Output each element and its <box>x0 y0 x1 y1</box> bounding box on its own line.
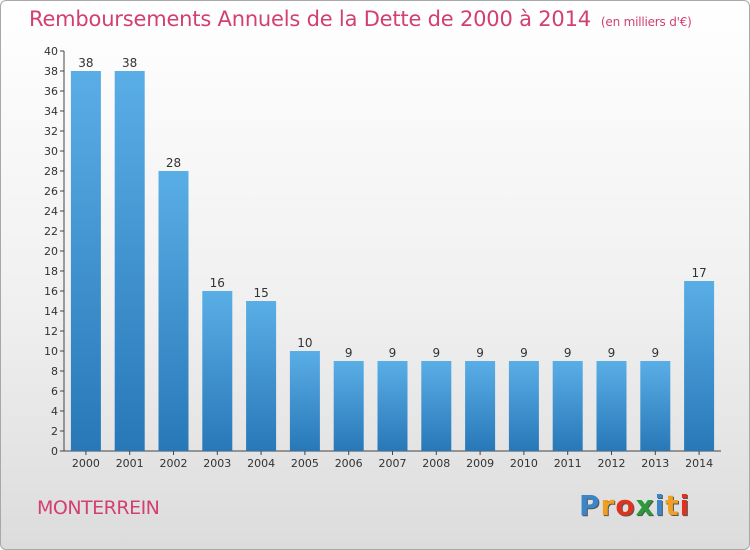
y-tick-label: 36 <box>44 85 58 98</box>
y-tick-label: 28 <box>44 165 58 178</box>
bar-2010 <box>508 361 539 451</box>
y-tick-label: 24 <box>44 205 58 218</box>
x-tick-label: 2006 <box>335 457 363 470</box>
data-label-2013: 9 <box>651 346 659 360</box>
y-tick-label: 30 <box>44 145 58 158</box>
data-label-2014: 17 <box>691 266 706 280</box>
data-label-2010: 9 <box>520 346 528 360</box>
chart-bars <box>70 71 715 451</box>
bar-2003 <box>202 291 233 451</box>
data-label-2004: 15 <box>253 286 268 300</box>
x-tick-label: 2011 <box>554 457 582 470</box>
x-tick-label: 2004 <box>247 457 275 470</box>
y-tick-label: 10 <box>44 345 58 358</box>
data-label-2001: 38 <box>122 56 137 70</box>
y-tick-label: 16 <box>44 285 58 298</box>
y-tick-label: 32 <box>44 125 58 138</box>
data-label-2009: 9 <box>476 346 484 360</box>
logo-letter: x <box>635 489 655 522</box>
x-tick-label: 2000 <box>72 457 100 470</box>
y-tick-label: 14 <box>44 305 58 318</box>
bar-2004 <box>246 301 277 451</box>
y-tick-label: 38 <box>44 65 58 78</box>
bar-2008 <box>421 361 452 451</box>
bar-2005 <box>289 351 320 451</box>
logo-letter: t <box>665 489 680 522</box>
logo-letter: i <box>654 489 666 522</box>
x-tick-label: 2008 <box>422 457 450 470</box>
y-tick-label: 40 <box>44 45 58 58</box>
y-tick-label: 34 <box>44 105 58 118</box>
data-label-2005: 10 <box>297 336 312 350</box>
y-tick-label: 8 <box>51 365 58 378</box>
chart-title: Remboursements Annuels de la Dette de 20… <box>29 7 692 31</box>
data-label-2000: 38 <box>78 56 93 70</box>
y-tick-label: 0 <box>51 445 58 458</box>
x-tick-label: 2005 <box>291 457 319 470</box>
y-tick-label: 12 <box>44 325 58 338</box>
y-tick-label: 2 <box>51 425 58 438</box>
y-tick-label: 4 <box>51 405 58 418</box>
chart-axes: 0246810121416182022242628303234363840200… <box>44 45 721 470</box>
x-tick-label: 2002 <box>160 457 188 470</box>
data-label-2002: 28 <box>166 156 181 170</box>
x-tick-label: 2001 <box>116 457 144 470</box>
commune-name: MONTERREIN <box>37 497 160 519</box>
proxiti-logo: Proxiti <box>579 489 690 522</box>
bar-2006 <box>333 361 364 451</box>
bar-2011 <box>552 361 583 451</box>
y-tick-label: 6 <box>51 385 58 398</box>
bar-2012 <box>596 361 627 451</box>
bar-2002 <box>158 171 189 451</box>
y-tick-label: 22 <box>44 225 58 238</box>
chart-title-text: Remboursements Annuels de la Dette de 20… <box>29 7 591 31</box>
logo-letter: P <box>579 489 601 522</box>
bar-2009 <box>465 361 496 451</box>
x-tick-label: 2003 <box>203 457 231 470</box>
y-tick-label: 26 <box>44 185 58 198</box>
x-tick-label: 2012 <box>598 457 626 470</box>
y-tick-label: 20 <box>44 245 58 258</box>
x-tick-label: 2013 <box>641 457 669 470</box>
data-label-2008: 9 <box>432 346 440 360</box>
x-tick-label: 2010 <box>510 457 538 470</box>
chart-unit-note: (en milliers d'€) <box>600 15 692 29</box>
data-label-2011: 9 <box>564 346 572 360</box>
logo-letter: r <box>600 489 616 522</box>
data-label-2007: 9 <box>389 346 397 360</box>
y-tick-label: 18 <box>44 265 58 278</box>
bar-2000 <box>70 71 101 451</box>
logo-letter: i <box>679 489 691 522</box>
chart-data-labels: 38 38 28 16 15 10 9 9 9 9 9 9 9 9 17 <box>78 56 706 360</box>
bar-2007 <box>377 361 408 451</box>
x-tick-label: 2014 <box>685 457 713 470</box>
data-label-2006: 9 <box>345 346 353 360</box>
bar-2013 <box>640 361 671 451</box>
x-tick-label: 2007 <box>379 457 407 470</box>
bar-2014 <box>684 281 715 451</box>
x-tick-label: 2009 <box>466 457 494 470</box>
data-label-2003: 16 <box>210 276 225 290</box>
data-label-2012: 9 <box>608 346 616 360</box>
bar-2001 <box>114 71 145 451</box>
logo-letter: o <box>615 489 636 522</box>
